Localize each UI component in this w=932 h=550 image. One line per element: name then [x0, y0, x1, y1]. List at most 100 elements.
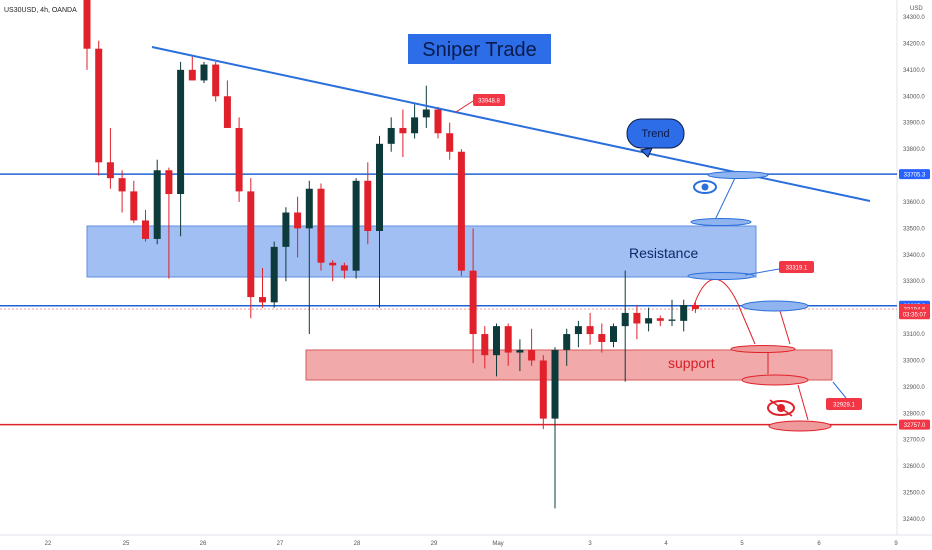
candle-body	[539, 360, 547, 419]
y-tick-label: 33800.0	[903, 147, 925, 153]
tag-low-pointer	[832, 381, 847, 399]
y-tick-label: 33100.0	[903, 332, 925, 338]
candle-body	[188, 69, 196, 81]
y-tick-label: 33300.0	[903, 279, 925, 285]
tag-mid-pointer	[744, 268, 780, 276]
title-text: Sniper Trade	[422, 39, 537, 61]
x-tick-label: 27	[277, 541, 284, 547]
y-tick-label: 32400.0	[903, 517, 925, 523]
candle-body	[656, 318, 664, 321]
x-tick-label: 22	[45, 541, 52, 547]
candle-body	[118, 178, 126, 192]
x-tick-label: 25	[123, 541, 130, 547]
candle-body	[200, 64, 208, 81]
candle-body	[481, 334, 489, 356]
y-tick-label: 32600.0	[903, 464, 925, 470]
eye-icon-red	[767, 399, 795, 417]
support-label: support	[668, 355, 715, 371]
candle-body	[563, 334, 571, 350]
candle-body	[223, 96, 231, 128]
x-tick-label: 9	[894, 541, 898, 547]
candle-body	[83, 0, 91, 49]
title-box	[408, 34, 551, 64]
price-tag	[899, 419, 930, 430]
tag-low-text: 32929.1	[833, 403, 855, 409]
candle-body	[598, 334, 606, 342]
projection-leg-4	[797, 384, 809, 421]
y-tick-label: 32800.0	[903, 411, 925, 417]
y-tick-label: 33400.0	[903, 253, 925, 259]
candle-body	[235, 127, 243, 192]
candle-body	[340, 265, 348, 271]
candle-body	[446, 133, 454, 152]
candles-group	[83, 0, 699, 509]
target-ellipse-blue-1	[690, 218, 752, 226]
candle-body	[294, 212, 302, 229]
candle-body	[259, 297, 266, 303]
projection-leg-2	[779, 310, 791, 345]
trend-bubble: Trend	[626, 118, 685, 158]
candle-body	[364, 180, 372, 232]
candle-body	[247, 191, 255, 298]
resistance-zone	[86, 225, 757, 278]
candle-body	[165, 170, 173, 195]
y-tick-label: 34100.0	[903, 68, 925, 74]
candle-body	[352, 180, 360, 271]
candle-body	[411, 117, 419, 134]
symbol-label: US30USD, 4h, OANDA	[4, 7, 77, 14]
price-tag-text: 33705.3	[904, 172, 926, 178]
candle-body	[142, 220, 149, 239]
candle-body	[399, 127, 407, 134]
x-tick-label: 3	[588, 541, 592, 547]
candle-body	[177, 69, 185, 195]
tag-high	[473, 94, 505, 106]
candle-body	[691, 304, 699, 309]
x-tick-label: 29	[431, 541, 438, 547]
candle-body	[317, 188, 325, 263]
target-ellipse-red-3	[768, 420, 832, 432]
time-axis: 22 25 26 27 28 29 May 3 4 5 6 9	[45, 541, 899, 547]
candle-body	[633, 312, 641, 324]
x-tick-label: May	[492, 541, 503, 547]
tag-high-pointer	[455, 100, 474, 113]
candle-body	[610, 326, 617, 342]
candle-body	[551, 349, 559, 419]
trend-bubble-text: Trend	[641, 128, 669, 140]
candle-body	[516, 349, 524, 353]
candle-body	[282, 212, 290, 247]
x-tick-label: 26	[200, 541, 207, 547]
x-tick-label: 6	[817, 541, 821, 547]
candle-body	[504, 326, 512, 353]
target-ellipse-blue-4	[741, 300, 809, 312]
eye-icon-blue	[693, 180, 717, 194]
x-tick-label: 28	[354, 541, 361, 547]
candle-body	[493, 326, 500, 356]
y-tick-label: 34300.0	[903, 15, 925, 21]
y-tick-label: 33600.0	[903, 200, 925, 206]
tag-low	[826, 398, 862, 410]
y-tick-label: 32700.0	[903, 438, 925, 444]
price-tag-text: 32757.0	[904, 423, 926, 429]
candle-body	[95, 48, 103, 163]
price-tag	[899, 169, 930, 180]
candle-body	[130, 191, 138, 221]
price-tag-text: 03:35:07	[903, 312, 927, 318]
target-ellipse-blue-3	[687, 272, 755, 280]
tag-high-text: 33948.8	[478, 99, 500, 105]
support-zone	[305, 349, 833, 381]
price-tag	[899, 309, 930, 320]
candle-body	[376, 143, 383, 232]
candle-body	[422, 109, 430, 118]
y-tick-label: 32500.0	[903, 491, 925, 497]
currency-label: USD	[910, 6, 923, 12]
candle-body	[586, 326, 594, 335]
candle-body	[153, 170, 161, 239]
candle-body	[212, 64, 220, 97]
candle-body	[528, 349, 536, 361]
y-tick-label: 33500.0	[903, 226, 925, 232]
y-tick-label: 34000.0	[903, 94, 925, 100]
trend-line	[151, 46, 871, 202]
